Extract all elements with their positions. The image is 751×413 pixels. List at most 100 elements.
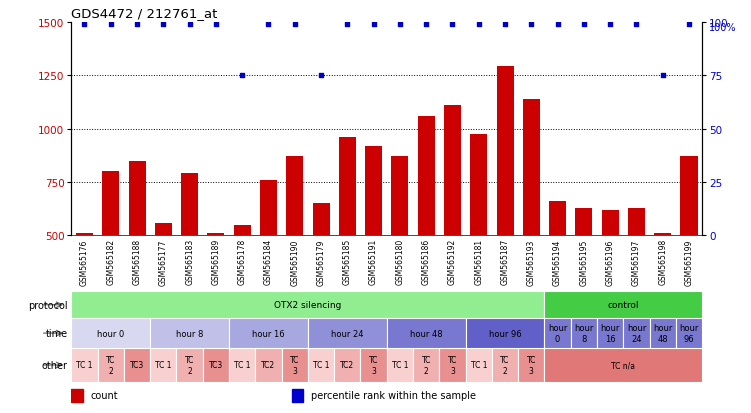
Bar — [549, 202, 566, 342]
Text: TC 1: TC 1 — [313, 361, 329, 370]
Bar — [260, 180, 277, 342]
Text: GSM565193: GSM565193 — [527, 239, 535, 285]
Bar — [628, 208, 645, 342]
Point — [446, 21, 458, 28]
Bar — [418, 116, 435, 342]
Point — [183, 21, 195, 28]
Bar — [71, 348, 98, 382]
Bar — [365, 146, 382, 342]
Bar — [312, 204, 330, 342]
Point — [526, 21, 538, 28]
Point — [236, 73, 248, 79]
Bar — [544, 348, 702, 382]
Point — [421, 21, 433, 28]
Bar — [360, 348, 387, 382]
Text: TC 1: TC 1 — [471, 361, 487, 370]
Text: GSM565188: GSM565188 — [133, 239, 141, 285]
Bar — [439, 348, 466, 382]
Bar — [334, 348, 360, 382]
Text: GSM565190: GSM565190 — [291, 239, 299, 285]
Text: TC
2: TC 2 — [106, 356, 116, 375]
Text: protocol: protocol — [28, 300, 68, 310]
Text: GSM565197: GSM565197 — [632, 239, 641, 285]
Text: GSM565199: GSM565199 — [685, 239, 693, 285]
Text: GDS4472 / 212761_at: GDS4472 / 212761_at — [71, 7, 218, 20]
Text: TC
2: TC 2 — [185, 356, 195, 375]
Point — [315, 73, 327, 79]
Bar — [308, 318, 387, 348]
Text: GSM565187: GSM565187 — [501, 239, 509, 285]
Text: hour 24: hour 24 — [331, 329, 363, 338]
Bar — [387, 348, 413, 382]
Text: hour
24: hour 24 — [627, 324, 646, 343]
Text: TC
3: TC 3 — [369, 356, 379, 375]
Text: GSM565198: GSM565198 — [659, 239, 667, 285]
Bar — [391, 157, 409, 342]
Text: other: other — [41, 360, 68, 370]
Bar — [207, 234, 225, 342]
Text: GSM565195: GSM565195 — [580, 239, 588, 285]
Bar — [470, 135, 487, 342]
Text: TC 1: TC 1 — [155, 361, 171, 370]
Text: GSM565194: GSM565194 — [553, 239, 562, 285]
Text: hour
48: hour 48 — [653, 324, 672, 343]
Text: GSM565182: GSM565182 — [107, 239, 115, 285]
Text: TC3: TC3 — [130, 361, 144, 370]
Text: hour 48: hour 48 — [410, 329, 442, 338]
Bar — [98, 348, 124, 382]
Bar — [292, 389, 303, 402]
Point — [499, 21, 511, 28]
Point — [158, 21, 170, 28]
Text: GSM565186: GSM565186 — [422, 239, 430, 285]
Point — [631, 21, 643, 28]
Text: GSM565189: GSM565189 — [212, 239, 220, 285]
Bar — [680, 157, 698, 342]
Text: GSM565185: GSM565185 — [343, 239, 351, 285]
Text: OTX2 silencing: OTX2 silencing — [274, 301, 342, 309]
Bar — [229, 318, 308, 348]
Text: hour 8: hour 8 — [176, 329, 204, 338]
Point — [551, 21, 563, 28]
Bar — [413, 348, 439, 382]
Bar — [255, 348, 282, 382]
Text: GSM565178: GSM565178 — [238, 239, 246, 285]
Text: GSM565196: GSM565196 — [606, 239, 614, 285]
Point — [131, 21, 143, 28]
Text: GSM565192: GSM565192 — [448, 239, 457, 285]
Bar — [203, 348, 229, 382]
Bar — [676, 318, 702, 348]
Point — [79, 21, 90, 28]
Text: GSM565181: GSM565181 — [475, 239, 483, 285]
Bar — [544, 292, 702, 318]
Bar — [466, 318, 544, 348]
Text: GSM565180: GSM565180 — [396, 239, 404, 285]
Text: GSM565183: GSM565183 — [185, 239, 194, 285]
Bar — [234, 225, 251, 342]
Bar — [466, 348, 492, 382]
Bar — [575, 208, 593, 342]
Bar — [124, 348, 150, 382]
Bar — [176, 348, 203, 382]
Bar — [444, 106, 461, 342]
Text: TC 1: TC 1 — [234, 361, 250, 370]
Point — [578, 21, 590, 28]
Text: hour
0: hour 0 — [548, 324, 567, 343]
Bar — [544, 318, 571, 348]
Bar — [286, 157, 303, 342]
Text: GSM565179: GSM565179 — [317, 239, 325, 285]
Bar — [602, 210, 619, 342]
Bar — [282, 348, 308, 382]
Bar — [150, 318, 229, 348]
Text: 100%: 100% — [708, 23, 736, 33]
Bar — [181, 174, 198, 342]
Text: hour
8: hour 8 — [575, 324, 593, 343]
Text: TC
3: TC 3 — [290, 356, 300, 375]
Text: count: count — [90, 390, 118, 401]
Bar — [523, 100, 540, 342]
Bar — [308, 348, 334, 382]
Text: hour 16: hour 16 — [252, 329, 285, 338]
Text: percentile rank within the sample: percentile rank within the sample — [311, 390, 476, 401]
Text: TC 1: TC 1 — [392, 361, 408, 370]
Bar — [76, 234, 93, 342]
Bar — [496, 66, 514, 342]
